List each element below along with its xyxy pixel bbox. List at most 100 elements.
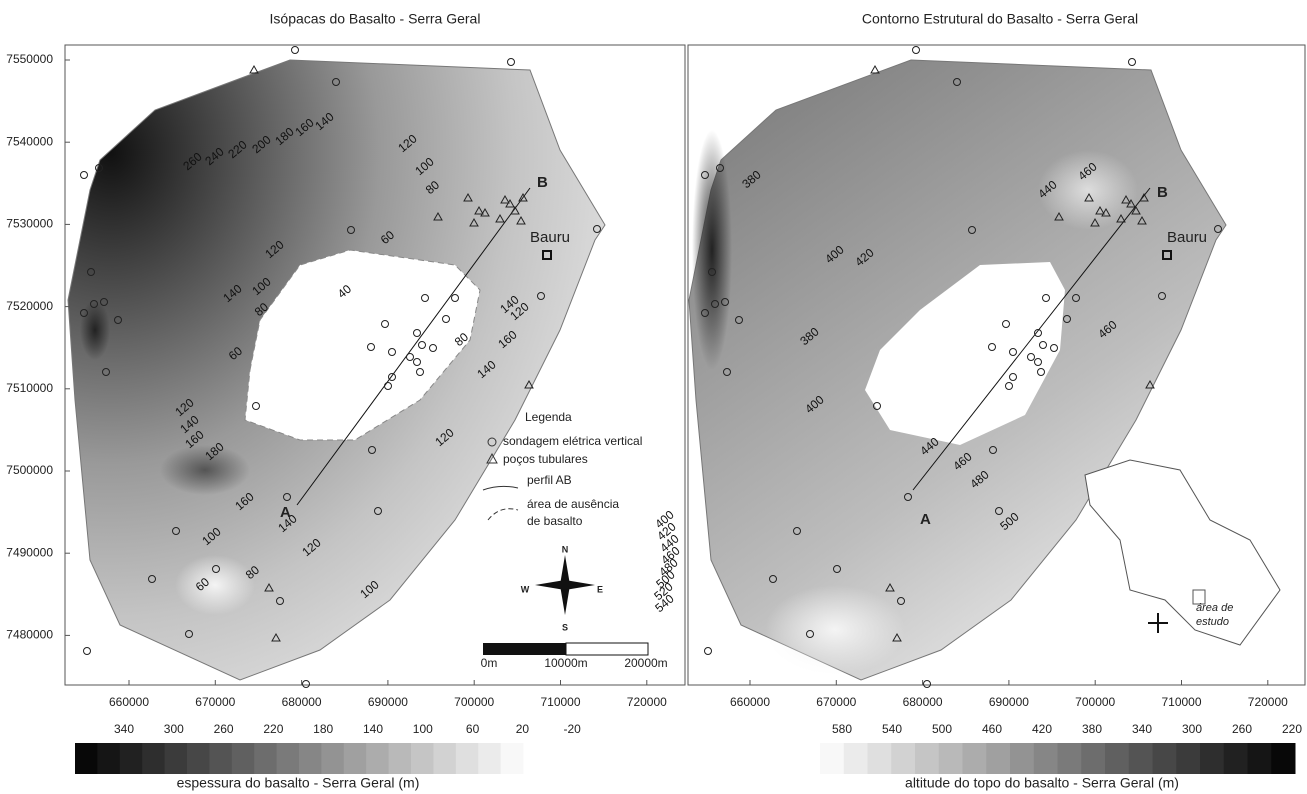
survey-point [1129,59,1136,66]
scale-label: 20000m [624,656,667,670]
colorbar-swatch [165,743,188,774]
colorbar-label: 580 [832,722,852,736]
point-label: B [537,174,548,191]
light-zone [765,585,905,675]
legend-line [483,486,518,490]
compass-label: N [562,544,569,554]
legend-item: área de ausência [527,497,619,511]
colorbar-swatch [75,743,98,774]
colorbar-swatch [254,743,277,774]
survey-point [705,648,712,655]
colorbar-swatch [1200,743,1224,774]
colorbar-label: 540 [882,722,902,736]
colorbar-label: 300 [1182,722,1202,736]
map-title: Isópacas do Basalto - Serra Geral [270,11,481,27]
colorbar-label: 260 [1232,722,1252,736]
survey-point [924,681,931,688]
y-tick-label: 7550000 [6,52,53,66]
x-tick-label: 710000 [540,695,580,709]
x-tick-label: 690000 [368,695,408,709]
y-tick-label: 7530000 [6,217,53,231]
colorbar-swatch [433,743,456,774]
colorbar-swatch [120,743,143,774]
colorbar-swatch [1034,743,1058,774]
colorbar-swatch [321,743,344,774]
colorbar-swatch [939,743,963,774]
colorbar-label: 100 [413,722,433,736]
colorbar-label: 380 [1082,722,1102,736]
colorbar-label: 500 [932,722,952,736]
colorbar-label: 420 [1032,722,1052,736]
x-tick-label: 720000 [1248,695,1288,709]
x-tick-label: 680000 [282,695,322,709]
colorbar-swatch [891,743,915,774]
legend-dashed [488,509,518,520]
x-tick-label: 660000 [730,695,770,709]
colorbar-swatch [97,743,120,774]
colorbar-swatch [411,743,434,774]
scale-label: 0m [481,656,498,670]
compass-label: S [562,622,568,632]
y-tick-label: 7480000 [6,628,53,642]
colorbar-swatch [142,743,165,774]
legend-item: sondagem elétrica vertical [503,434,642,448]
survey-point [81,172,88,179]
colorbar-swatch [187,743,210,774]
colorbar-swatch [277,743,300,774]
light-zone [175,555,255,615]
y-tick-label: 7500000 [6,463,53,477]
colorbar-swatch [344,743,367,774]
colorbar-swatch [389,743,412,774]
colorbar-swatch [963,743,987,774]
scale-bar [483,643,566,655]
colorbar-label: 460 [982,722,1002,736]
compass-star [535,580,595,590]
x-tick-label: 690000 [989,695,1029,709]
colorbar-caption: altitude do topo do basalto - Serra Gera… [905,775,1179,791]
x-tick-label: 660000 [109,695,149,709]
scale-bar [566,643,648,655]
colorbar-swatch [868,743,892,774]
legend-item: poços tubulares [503,452,588,466]
colorbar-swatch [1105,743,1129,774]
compass-label: W [521,584,530,594]
x-tick-label: 670000 [195,695,235,709]
colorbar-swatch [1010,743,1034,774]
scale-label: 10000m [544,656,587,670]
colorbar-label: 340 [114,722,134,736]
x-tick-label: 680000 [903,695,943,709]
colorbar-swatch [1153,743,1177,774]
point-label: Bauru [1167,229,1207,246]
x-tick-label: 700000 [454,695,494,709]
point-label: A [280,504,291,521]
survey-point [292,47,299,54]
colorbar-swatch [986,743,1010,774]
x-tick-label: 720000 [627,695,667,709]
colorbar-swatch [478,743,501,774]
colorbar-caption: espessura do basalto - Serra Geral (m) [177,775,420,791]
inset-label: estudo [1196,616,1229,628]
colorbar-swatch [844,743,868,774]
colorbar-swatch [1129,743,1153,774]
survey-point [508,59,515,66]
map-title: Contorno Estrutural do Basalto - Serra G… [862,11,1138,27]
legend-item: perfil AB [527,473,572,487]
inset-compass [1148,613,1168,633]
colorbar-label: 20 [516,722,530,736]
colorbar-swatch [299,743,322,774]
survey-point [913,47,920,54]
colorbar-label: 180 [313,722,333,736]
point-label: A [920,511,931,528]
x-tick-label: 700000 [1075,695,1115,709]
colorbar-swatch [1224,743,1248,774]
dark-zone [692,130,732,370]
legend-title: Legenda [525,410,572,424]
point-label: Bauru [530,229,570,246]
y-tick-label: 7540000 [6,134,53,148]
colorbar-swatch [1058,743,1082,774]
inset-map [1085,460,1280,645]
colorbar-swatch [1271,743,1295,774]
colorbar-swatch [1176,743,1200,774]
colorbar-label: 220 [263,722,283,736]
colorbar-swatch [915,743,939,774]
